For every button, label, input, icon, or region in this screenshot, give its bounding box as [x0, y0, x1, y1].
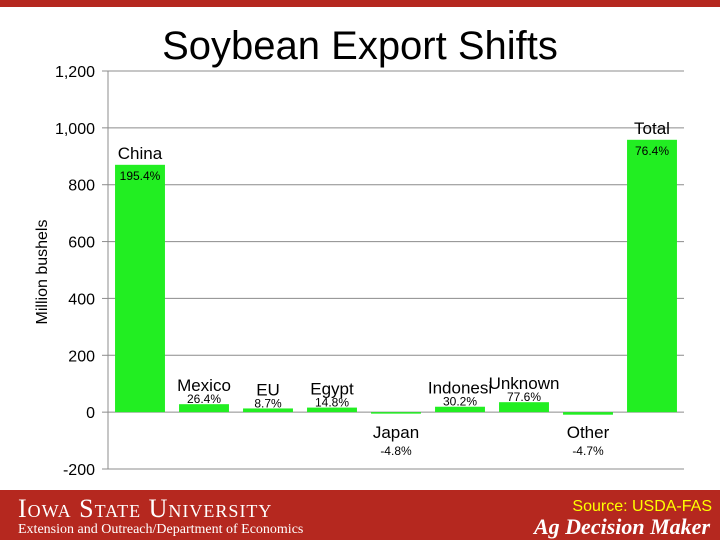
category-label: Unknown [489, 374, 560, 393]
percent-label: -4.8% [380, 444, 412, 458]
y-tick-label: 0 [86, 405, 95, 422]
percent-label: 77.6% [507, 390, 541, 404]
bar-unknown [499, 402, 549, 413]
bar-mexico [179, 404, 229, 413]
university-name: Iowa State University [18, 494, 273, 523]
brand-name: Ag Decision Maker [534, 514, 710, 539]
category-label: Mexico [177, 376, 231, 395]
bar-egypt [307, 407, 357, 413]
bar-other [563, 412, 613, 415]
y-axis-label: Million bushels [34, 220, 51, 325]
y-tick-label: 800 [68, 178, 95, 195]
y-tick-label: 1,200 [55, 64, 95, 81]
chart-title: Soybean Export Shifts [162, 24, 558, 68]
bar-japan [371, 412, 421, 414]
percent-label: 76.4% [635, 144, 669, 158]
footer-bar [0, 490, 720, 540]
category-label: EU [256, 380, 280, 399]
y-tick-label: 600 [68, 235, 95, 252]
bar-eu [243, 408, 293, 413]
category-label: Other [567, 423, 610, 442]
category-label: Japan [373, 423, 419, 442]
y-tick-label: 400 [68, 291, 95, 308]
percent-label: 14.8% [315, 396, 349, 410]
bar-china [115, 164, 165, 413]
category-label: Indonesi [428, 379, 492, 398]
bar-total [627, 139, 677, 413]
y-tick-label: 1,000 [55, 121, 95, 138]
category-label: China [118, 144, 163, 163]
percent-label: -4.7% [572, 444, 604, 458]
category-label: Total [634, 119, 670, 138]
bar-indonesi [435, 406, 485, 413]
percent-label: 30.2% [443, 395, 477, 409]
source-note: Source: USDA-FAS [572, 498, 712, 515]
department-name: Extension and Outreach/Department of Eco… [18, 522, 304, 537]
bar-chart: -200 0 200 400 600 800 1,000 1,200 Million bushe… [34, 64, 684, 479]
percent-label: 195.4% [120, 169, 161, 183]
percent-label: 26.4% [187, 392, 221, 406]
y-tick-label: -200 [63, 462, 95, 479]
percent-label: 8.7% [254, 396, 282, 410]
category-label: Egypt [310, 380, 354, 399]
top-color-bar [0, 0, 720, 7]
y-tick-label: 200 [68, 348, 95, 365]
